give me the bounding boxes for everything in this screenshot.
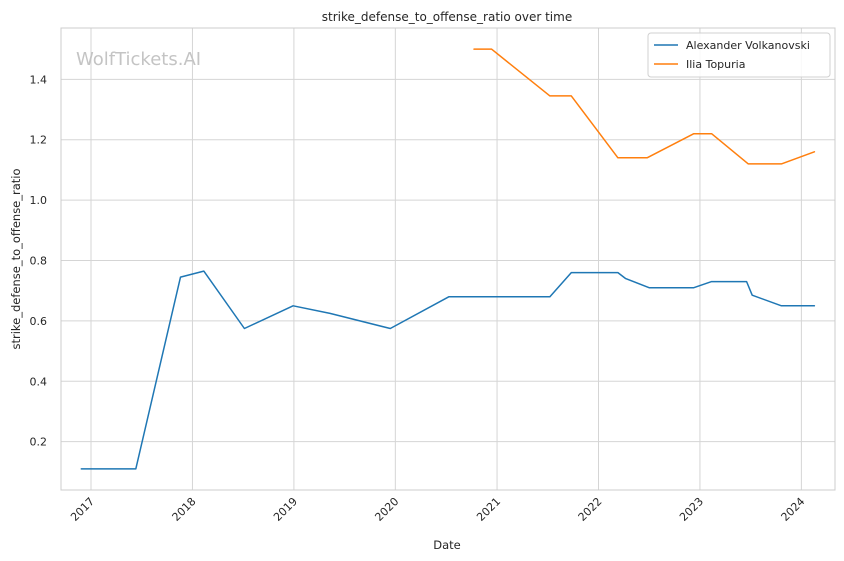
series-layer	[80, 48, 816, 470]
y-tick-label: 0.2	[30, 436, 48, 449]
y-tick-label: 1.4	[30, 73, 48, 86]
legend: Alexander Volkanovski Ilia Topuria	[647, 32, 831, 78]
legend-label: Ilia Topuria	[686, 58, 745, 71]
grid	[61, 28, 835, 490]
y-axis: 0.2 0.4 0.6 0.8 1.0 1.2 1.4	[30, 73, 48, 448]
series-line-0	[80, 270, 816, 470]
watermark: WolfTickets.AI	[76, 49, 201, 70]
y-tick-label: 1.2	[30, 134, 48, 147]
y-tick-label: 0.6	[30, 315, 48, 328]
y-axis-title: strike_defense_to_offense_ratio	[9, 168, 23, 349]
series-line-1	[473, 48, 816, 165]
chart-title: strike_defense_to_offense_ratio over tim…	[322, 10, 572, 24]
x-axis-title: Date	[433, 538, 461, 552]
legend-label: Alexander Volkanovski	[686, 39, 810, 52]
legend-box	[647, 32, 831, 78]
y-tick-label: 1.0	[30, 194, 48, 207]
y-tick-label: 0.8	[30, 255, 48, 268]
y-tick-label: 0.4	[30, 375, 48, 388]
plot-frame	[60, 27, 836, 491]
